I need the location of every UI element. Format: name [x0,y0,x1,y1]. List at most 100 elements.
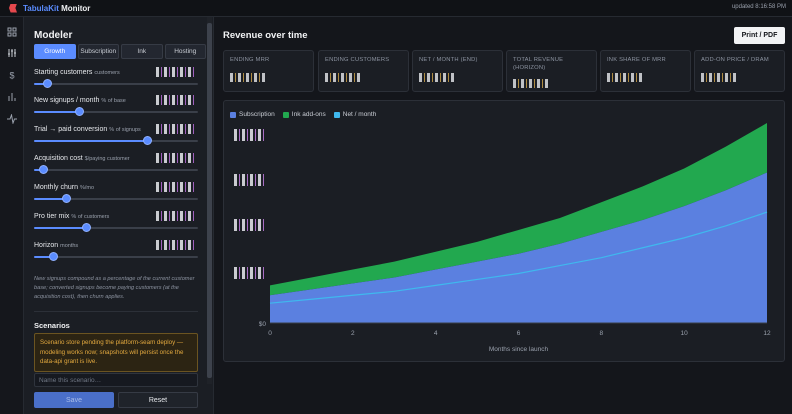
y-tick-label [234,219,266,231]
param-label-text: Pro tier mix [34,213,70,220]
param-4: Monthly churn %/mo [34,182,198,206]
param-label-text: Monthly churn [34,184,78,191]
y-tick-zero: $0 [259,321,267,328]
param-value-input[interactable] [156,182,196,192]
param-value-input[interactable] [156,95,196,105]
slider-thumb[interactable] [49,252,59,261]
ink-addons-area [270,123,767,296]
legend-label-ink: Ink add-ons [291,111,326,118]
chart-legend: Subscription Ink add-ons Net / month [230,111,376,118]
app-title-part1: TabulaKit [23,3,59,13]
slider-thumb[interactable] [81,223,91,232]
param-label: Monthly churn %/mo [34,184,94,191]
kpi-label: Net / month (end) [419,57,478,63]
sliders-icon[interactable] [7,48,17,58]
modeler-panel: Modeler Growth Subscription Ink Hosting … [24,17,214,414]
x-tick-label: 10 [681,330,689,337]
net-per-month-line [269,211,768,304]
slider-track[interactable] [34,198,198,200]
app-title: TabulaKit Monitor [23,4,90,13]
param-label: Pro tier mix% of customers [34,213,109,220]
reset-button[interactable]: Reset [118,392,198,408]
kpi-card: Total revenue (horizon) [506,50,597,92]
scenario-notice: Scenario store pending the platform-seam… [34,333,198,372]
legend-net[interactable]: Net / month [333,111,377,118]
x-tick-label: 6 [517,330,521,337]
y-tick-label [234,267,266,279]
save-button[interactable]: Save [34,392,114,408]
param-label-text: Horizon [34,242,59,249]
param-value-input[interactable] [156,240,196,250]
nav-rail: $ [0,17,24,414]
kpi-value [607,73,643,82]
print-pdf-button[interactable]: Print / PDF [734,27,785,44]
tab-growth[interactable]: Growth [34,44,76,59]
scrollbar-thumb[interactable] [207,23,212,378]
kpi-card: Net / month (end) [412,50,503,92]
param-label: Horizon months [34,242,78,249]
modeler-title: Modeler [34,30,73,41]
slider-fill [34,256,54,258]
app-logo-icon [9,3,17,13]
tab-hosting[interactable]: Hosting [164,44,206,59]
x-tick-label: 4 [434,330,438,337]
param-unit: % of customers [71,214,110,220]
dollar-icon[interactable]: $ [7,70,17,81]
param-value-input[interactable] [156,67,196,77]
bar-chart-icon[interactable] [7,92,17,102]
slider-track[interactable] [34,111,198,113]
kpi-card: Ending MRR [223,50,314,92]
slider-thumb[interactable] [75,107,85,116]
kpi-value [701,73,737,82]
param-label-text: Acquisition cost [34,155,83,162]
tab-subscription[interactable]: Subscription [77,44,119,59]
param-value-input[interactable] [156,124,196,134]
kpi-value [513,79,549,88]
slider-track[interactable] [34,169,198,171]
kpi-label: Total revenue (horizon) [513,57,564,71]
param-label: Starting customers customers [34,69,120,76]
activity-icon[interactable] [7,114,17,124]
param-5: Pro tier mix% of customers [34,211,198,235]
param-unit: % of base [101,98,126,104]
legend-subscription[interactable]: Subscription [230,111,275,118]
modeler-tabs: Growth Subscription Ink Hosting [34,44,206,59]
param-unit: %/mo [79,185,95,191]
kpi-card: Add-on price / dram [694,50,785,92]
param-label: Trial → paid conversion% of signups [34,126,141,133]
slider-thumb[interactable] [62,194,72,203]
slider-track[interactable] [34,227,198,229]
grid-icon[interactable] [7,27,17,37]
slider-track[interactable] [34,83,198,85]
param-label-text: Trial → paid conversion [34,126,108,133]
kpi-card: Ending customers [318,50,409,92]
param-2: Trial → paid conversion% of signups [34,124,198,148]
slider-thumb[interactable] [42,79,52,88]
legend-ink[interactable]: Ink add-ons [282,111,326,118]
slider-thumb[interactable] [142,136,152,145]
x-tick-label: 0 [268,330,272,337]
x-tick-label: 2 [351,330,355,337]
panel-scrollbar[interactable] [207,17,212,384]
legend-swatch-net [333,111,340,118]
slider-fill [34,227,87,229]
slider-fill [34,198,67,200]
top-bar: TabulaKit Monitor updated 8:16:58 PM [0,0,792,17]
param-label-text: New signups / month [34,97,100,104]
kpi-label: Ending MRR [230,57,270,63]
subscription-area [270,172,767,323]
kpi-value [230,73,266,82]
slider-track[interactable] [34,256,198,258]
scenario-name-input[interactable] [34,373,198,387]
slider-fill [34,140,148,142]
legend-label-net: Net / month [342,111,377,118]
slider-thumb[interactable] [39,165,49,174]
param-unit: months [60,243,79,249]
tab-ink[interactable]: Ink [121,44,163,59]
svg-text:$: $ [9,71,14,81]
param-unit: % of signups [109,127,141,133]
kpi-value [325,73,361,82]
param-value-input[interactable] [156,153,196,163]
param-0: Starting customers customers [34,67,198,91]
param-value-input[interactable] [156,211,196,221]
